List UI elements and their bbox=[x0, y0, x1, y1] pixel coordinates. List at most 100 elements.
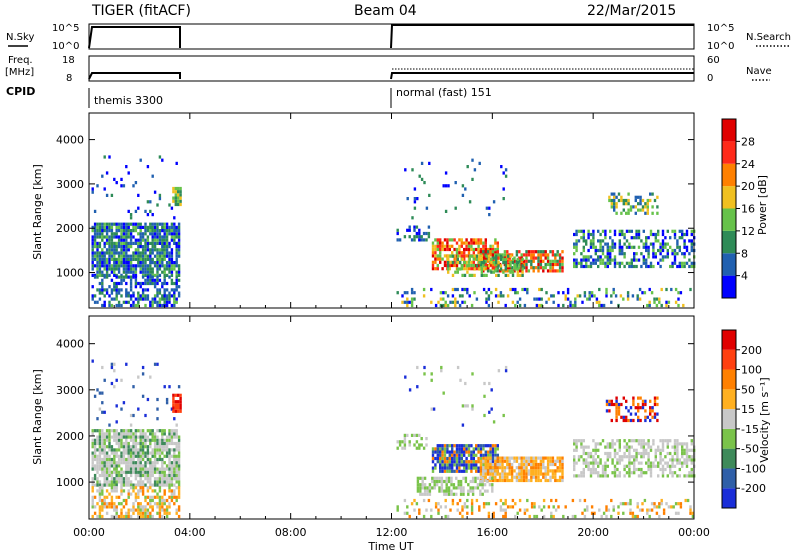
nave-tick-top: 60 bbox=[707, 55, 720, 66]
power-cell bbox=[551, 269, 555, 273]
power-cell bbox=[527, 269, 531, 273]
vel-cell bbox=[158, 445, 162, 449]
power-cell bbox=[617, 192, 621, 196]
vel-cell bbox=[585, 461, 588, 465]
power-cell bbox=[466, 264, 469, 268]
power-cell bbox=[117, 270, 121, 274]
power-cell bbox=[502, 171, 505, 175]
power-cell bbox=[137, 254, 140, 258]
power-cell bbox=[506, 250, 509, 254]
power-cell bbox=[645, 264, 648, 269]
power-cell bbox=[110, 288, 114, 292]
power-cell bbox=[161, 241, 164, 245]
power-cell bbox=[117, 225, 121, 229]
power-cell bbox=[582, 248, 585, 253]
vel-cell bbox=[621, 458, 624, 462]
vel-cell bbox=[637, 474, 641, 478]
vel-cell bbox=[445, 476, 448, 480]
power-cell bbox=[641, 205, 645, 209]
x-tick-label: 00:00 bbox=[73, 526, 105, 539]
power-cell bbox=[525, 256, 528, 260]
power-cell bbox=[659, 264, 662, 269]
vel-cell bbox=[168, 489, 171, 493]
vel-cell bbox=[463, 460, 466, 464]
vel-cell bbox=[419, 492, 422, 496]
power-cell bbox=[125, 275, 128, 279]
power-cell bbox=[93, 209, 97, 213]
vel-cell bbox=[647, 464, 650, 468]
vel-cell bbox=[163, 467, 166, 471]
power-cell bbox=[598, 300, 601, 304]
vel-cell bbox=[655, 505, 659, 509]
power-cell bbox=[141, 281, 145, 286]
power-cell bbox=[468, 273, 471, 277]
power-cell bbox=[495, 261, 498, 265]
power-cell bbox=[491, 250, 495, 254]
vel-ytick-label: 2000 bbox=[56, 430, 84, 443]
power-cell bbox=[139, 241, 142, 245]
vel-cell bbox=[101, 483, 104, 487]
vel-cell bbox=[439, 444, 442, 448]
power-cell bbox=[137, 294, 140, 298]
power-cell bbox=[670, 287, 673, 292]
power-cell bbox=[542, 250, 545, 254]
power-cell bbox=[637, 258, 641, 262]
power-cell bbox=[589, 255, 593, 259]
vel-cell bbox=[530, 472, 533, 476]
power-cell bbox=[537, 256, 540, 260]
vel-cell bbox=[479, 456, 483, 461]
vel-cell bbox=[508, 456, 511, 460]
vel-cell bbox=[635, 458, 638, 462]
power-cell bbox=[158, 232, 162, 236]
vel-cell bbox=[558, 475, 562, 479]
vel-cell bbox=[139, 441, 142, 446]
vel-cell bbox=[544, 456, 547, 460]
vel-cell bbox=[513, 456, 516, 460]
vel-cell bbox=[129, 480, 133, 484]
power-cell bbox=[588, 294, 591, 298]
vel-cell bbox=[551, 462, 555, 467]
vel-cell bbox=[464, 479, 468, 484]
power-cell bbox=[173, 288, 176, 292]
power-cell bbox=[554, 256, 557, 260]
vel-cell bbox=[91, 438, 94, 442]
power-cell bbox=[507, 254, 510, 258]
vel-cell bbox=[522, 466, 526, 470]
vel-cell bbox=[678, 442, 681, 446]
vel-cell bbox=[91, 467, 94, 471]
vel-cell bbox=[134, 448, 138, 452]
vel-cell bbox=[161, 502, 164, 506]
vel-cell bbox=[443, 453, 447, 457]
vel-cell bbox=[113, 438, 116, 442]
vel-cell bbox=[605, 505, 608, 509]
vel-cell bbox=[439, 463, 442, 467]
vel-cell bbox=[158, 470, 162, 474]
vel-cell bbox=[605, 508, 608, 512]
vel-cell bbox=[172, 406, 175, 410]
power-cell bbox=[158, 254, 162, 258]
power-cell bbox=[179, 199, 182, 203]
vel-cell bbox=[484, 450, 487, 454]
power-cell bbox=[174, 193, 177, 197]
power-cell bbox=[158, 155, 162, 159]
power-cell bbox=[690, 239, 693, 243]
power-cell bbox=[592, 232, 595, 237]
power-cell bbox=[441, 247, 444, 252]
vel-cell bbox=[110, 381, 114, 386]
power-cell bbox=[522, 262, 526, 267]
vel-cell bbox=[120, 477, 123, 481]
vel-cell bbox=[522, 478, 526, 483]
power-cell bbox=[489, 250, 492, 254]
vel-cell bbox=[530, 505, 534, 509]
vel-cell bbox=[122, 454, 126, 458]
power-cell bbox=[91, 267, 94, 271]
power-cell bbox=[613, 229, 617, 233]
power-cell bbox=[575, 261, 578, 265]
power-cell bbox=[428, 161, 431, 165]
power-cell bbox=[173, 225, 176, 229]
vel-cell bbox=[640, 467, 643, 472]
power-cell bbox=[129, 238, 133, 242]
vel-cell bbox=[110, 445, 114, 449]
power-cell bbox=[458, 303, 462, 308]
power-cell bbox=[606, 252, 609, 256]
